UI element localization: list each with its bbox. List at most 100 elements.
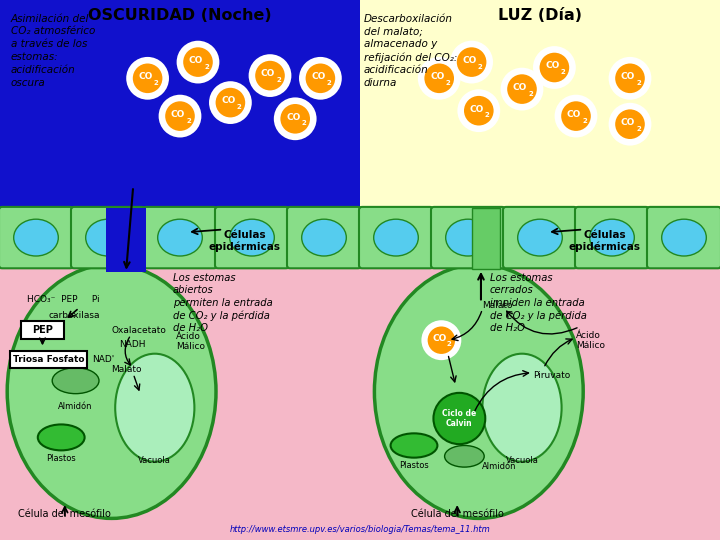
Circle shape: [421, 320, 462, 360]
FancyBboxPatch shape: [287, 207, 361, 268]
Circle shape: [126, 57, 169, 100]
Text: 2: 2: [560, 69, 565, 75]
Text: Malato: Malato: [112, 366, 142, 374]
Ellipse shape: [444, 446, 485, 467]
Circle shape: [254, 59, 287, 92]
Bar: [360, 208, 720, 267]
Text: Descarboxilación
del malato;
almacenado y
refijación del CO₂:
acidificación
diur: Descarboxilación del malato; almacenado …: [364, 14, 457, 88]
Circle shape: [248, 54, 292, 97]
Text: Los estomas
abiertos
permiten la entrada
de CO₂ y la pérdida
de H₂O: Los estomas abiertos permiten la entrada…: [173, 273, 273, 333]
Text: 2: 2: [485, 112, 490, 118]
Bar: [0, 0, 360, 216]
Text: Ácido
Málico: Ácido Málico: [176, 332, 205, 351]
FancyBboxPatch shape: [503, 207, 577, 268]
Text: Ácido
Málico: Ácido Málico: [576, 330, 605, 350]
Ellipse shape: [482, 354, 562, 462]
Circle shape: [215, 86, 246, 119]
Text: CO: CO: [221, 97, 235, 105]
Text: CO: CO: [462, 56, 477, 65]
Text: 2: 2: [186, 118, 191, 124]
Text: 2: 2: [153, 80, 158, 86]
Ellipse shape: [302, 219, 346, 256]
Circle shape: [274, 97, 317, 140]
Ellipse shape: [230, 219, 274, 256]
FancyBboxPatch shape: [431, 207, 505, 268]
Text: CO: CO: [432, 334, 446, 343]
Circle shape: [608, 57, 652, 100]
Text: CO: CO: [189, 56, 203, 65]
FancyBboxPatch shape: [575, 207, 649, 268]
Text: 2: 2: [301, 120, 306, 126]
Text: 2: 2: [276, 77, 281, 83]
Text: CO: CO: [469, 105, 484, 113]
FancyBboxPatch shape: [71, 207, 145, 268]
Text: 2: 2: [477, 64, 482, 70]
Text: Plastos: Plastos: [46, 454, 76, 463]
Ellipse shape: [374, 265, 583, 518]
Text: LUZ (Día): LUZ (Día): [498, 8, 582, 23]
Text: Células
epidérmicas: Células epidérmicas: [209, 230, 281, 252]
Circle shape: [176, 40, 220, 84]
Circle shape: [457, 89, 500, 132]
Text: OSCURIDAD (Noche): OSCURIDAD (Noche): [88, 8, 272, 23]
Text: HCO₃⁻  PEP     Pi: HCO₃⁻ PEP Pi: [27, 295, 100, 304]
Circle shape: [418, 57, 461, 100]
Ellipse shape: [115, 354, 194, 462]
Bar: [360, 0, 720, 216]
Text: Ciclo de
Calvin: Ciclo de Calvin: [442, 409, 477, 428]
Text: 2: 2: [636, 126, 641, 132]
FancyBboxPatch shape: [143, 207, 217, 268]
Text: CO: CO: [513, 83, 527, 92]
Text: Célula del mesófilo: Célula del mesófilo: [19, 509, 111, 519]
Text: 2: 2: [445, 80, 450, 86]
Text: Piruvato: Piruvato: [533, 371, 570, 380]
Text: 2: 2: [236, 104, 241, 110]
FancyBboxPatch shape: [10, 351, 87, 368]
Circle shape: [158, 94, 202, 138]
Circle shape: [613, 62, 647, 94]
Circle shape: [209, 81, 252, 124]
Circle shape: [613, 108, 647, 140]
Circle shape: [533, 46, 576, 89]
Text: http://www.etsmre.upv.es/varios/biologia/Temas/tema_11.htm: http://www.etsmre.upv.es/varios/biologia…: [230, 524, 490, 534]
Text: CO: CO: [567, 110, 581, 119]
Text: CO: CO: [545, 62, 559, 70]
Ellipse shape: [7, 265, 216, 518]
Text: CO: CO: [286, 113, 300, 122]
Text: Vacuola: Vacuola: [505, 456, 539, 465]
Text: Almidón: Almidón: [482, 462, 517, 471]
Text: CO: CO: [261, 70, 275, 78]
Ellipse shape: [662, 219, 706, 256]
Bar: [472, 208, 500, 269]
Bar: [0, 208, 360, 267]
Bar: [107, 208, 145, 272]
Circle shape: [450, 40, 493, 84]
Ellipse shape: [52, 368, 99, 394]
Text: 2: 2: [326, 80, 331, 86]
Text: CO: CO: [621, 72, 635, 81]
Ellipse shape: [374, 219, 418, 256]
Text: PEP: PEP: [32, 325, 53, 335]
Circle shape: [608, 103, 652, 146]
Circle shape: [132, 62, 163, 94]
Text: NADH: NADH: [119, 340, 145, 349]
Circle shape: [538, 51, 571, 84]
Circle shape: [456, 46, 488, 78]
Text: Oxalacetato: Oxalacetato: [112, 326, 166, 335]
Text: 2: 2: [582, 118, 587, 124]
Ellipse shape: [37, 424, 85, 450]
Text: Almidón: Almidón: [58, 402, 93, 411]
Ellipse shape: [158, 219, 202, 256]
Text: Asimilación del
CO₂ atmosférico
a través de los
estomas:
acidificación
oscura: Asimilación del CO₂ atmosférico a través…: [11, 14, 95, 87]
Text: NAD': NAD': [92, 355, 114, 364]
Circle shape: [500, 68, 544, 111]
Ellipse shape: [433, 393, 485, 444]
Ellipse shape: [518, 219, 562, 256]
Circle shape: [426, 325, 456, 355]
Text: 2: 2: [204, 64, 209, 70]
Text: Los estomas
cerrados
impiden la entrada
de CO₂ y la pérdida
de H₂O: Los estomas cerrados impiden la entrada …: [490, 273, 587, 333]
Circle shape: [299, 57, 342, 100]
Bar: [0, 216, 720, 540]
Circle shape: [279, 103, 311, 135]
Text: Malato: Malato: [482, 301, 513, 309]
